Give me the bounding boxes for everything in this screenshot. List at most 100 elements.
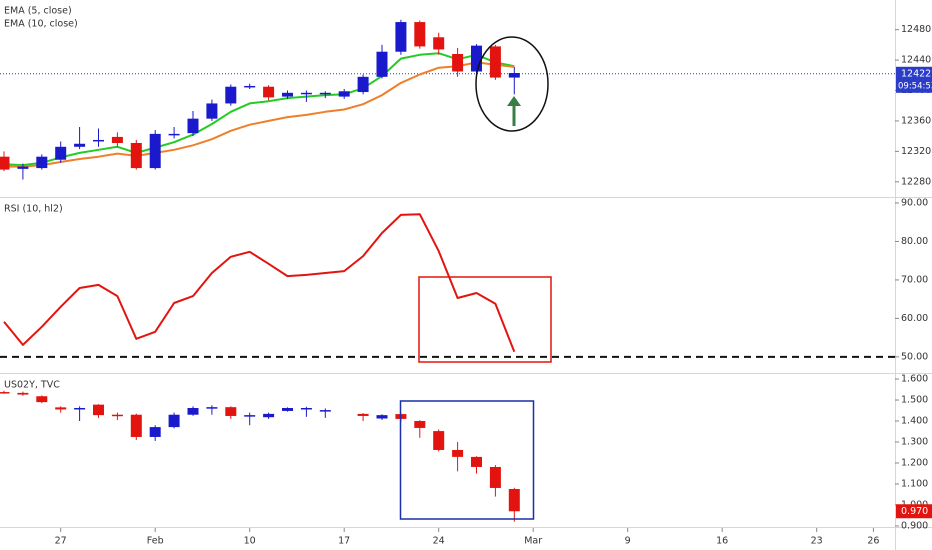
y-tick-label: 60.00 (901, 313, 928, 324)
candle-body (263, 413, 275, 418)
candle-body (149, 427, 161, 437)
y-tick-label: 1.400 (901, 416, 928, 427)
y-tick-label: 1.200 (901, 457, 928, 468)
candle-body (244, 85, 256, 88)
candle-body (452, 449, 464, 457)
y-tick-label: 1.500 (901, 395, 928, 406)
candle-body (74, 143, 86, 147)
candle-body (319, 410, 331, 412)
candle-body (357, 76, 369, 93)
x-tick-label: 24 (433, 536, 445, 547)
candle-body (433, 37, 445, 50)
x-tick-label: Feb (147, 536, 164, 547)
candle-body (36, 156, 48, 169)
candle-body (55, 146, 67, 160)
candle-body (471, 45, 482, 72)
candle-body (452, 54, 464, 72)
annotation-arrowhead (507, 96, 521, 106)
candle-body (149, 133, 161, 169)
y-tick-label: 1.100 (901, 478, 928, 489)
candle-body (489, 466, 501, 488)
x-tick-label: 16 (716, 536, 728, 547)
y-tick-label: 12280 (901, 176, 931, 187)
candle-body (395, 22, 407, 52)
candle-body (376, 415, 388, 419)
candle-body (319, 92, 331, 95)
y-tick-label: 50.00 (901, 351, 928, 362)
pane-title: US02Y, TVC (4, 380, 60, 391)
legend-entry: EMA (5, close) (4, 6, 72, 17)
x-tick-label: Mar (524, 536, 542, 547)
price-label-box (896, 66, 932, 93)
x-tick-label: 9 (625, 536, 631, 547)
legend-entry: EMA (10, close) (4, 19, 78, 30)
candle-body (130, 142, 142, 169)
candle-body (17, 166, 29, 169)
candle-body (433, 431, 445, 450)
candle-body (36, 396, 48, 403)
candle-body (74, 408, 86, 410)
y-tick-label: 12440 (901, 55, 931, 66)
candle-body (168, 414, 180, 428)
candle-body (471, 456, 482, 467)
candle-body (206, 103, 218, 119)
candle-body (282, 408, 293, 411)
candle-body (489, 46, 501, 78)
y-tick-label: 1.300 (901, 437, 928, 448)
rsi-line (3, 213, 516, 353)
candle-body (206, 407, 218, 409)
candle-body (111, 414, 123, 417)
candle-body (0, 156, 10, 170)
candle-body (282, 92, 293, 97)
x-tick-label: 23 (811, 536, 823, 547)
y-tick-label: 12320 (901, 146, 931, 157)
y-tick-label: 90.00 (901, 198, 928, 209)
candle-body (338, 91, 350, 97)
candle-body (225, 407, 237, 416)
y-tick-label: 0.900 (901, 520, 928, 531)
candle-body (300, 408, 312, 410)
candle-body (55, 407, 67, 410)
ema-line (4, 61, 515, 168)
candle-body (187, 408, 199, 415)
annotation-rect (418, 276, 552, 363)
ema-line (3, 52, 515, 167)
x-tick-label: 17 (338, 536, 350, 547)
candle-body (187, 118, 199, 134)
candle-body (300, 92, 312, 95)
annotation-rect (399, 400, 535, 520)
y-tick-label: 70.00 (901, 274, 928, 285)
y-tick-label: 80.00 (901, 236, 928, 247)
countdown-label: 09:54:53 (898, 81, 932, 91)
candle-body (508, 73, 520, 78)
candle-body (111, 136, 123, 143)
candle-body (168, 133, 180, 136)
candle-body (130, 414, 142, 437)
candle-body (263, 86, 275, 98)
candle-body (414, 22, 426, 47)
candle-body (93, 139, 104, 142)
marks: 1228012320123601240012440124801242209:54… (0, 19, 932, 547)
x-tick-label: 27 (55, 536, 67, 547)
candle-body (376, 51, 388, 77)
y-tick-label: 1.600 (901, 374, 928, 385)
value-label: 0.970 (901, 506, 928, 517)
x-tick-label: 10 (244, 536, 256, 547)
y-tick-label: 12480 (901, 24, 931, 35)
candle-body (17, 392, 29, 395)
candle-body (244, 415, 256, 417)
candle-body (508, 489, 520, 512)
value-label-box (896, 504, 932, 519)
candle-body (414, 421, 426, 428)
price-label: 12422 (901, 68, 931, 79)
candle-body (225, 86, 237, 104)
candle-body (357, 413, 369, 416)
candle-body (0, 392, 10, 394)
y-tick-label: 12360 (901, 115, 931, 126)
x-tick-label: 26 (867, 536, 879, 547)
annotation-ellipse (475, 36, 549, 132)
pane-title: RSI (10, hl2) (4, 204, 63, 215)
candle-body (93, 404, 104, 416)
